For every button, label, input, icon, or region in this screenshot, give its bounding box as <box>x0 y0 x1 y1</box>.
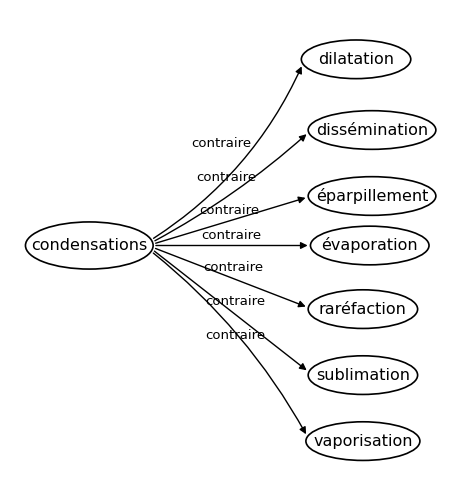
Text: contraire: contraire <box>199 204 259 217</box>
Text: contraire: contraire <box>202 229 262 242</box>
Text: contraire: contraire <box>197 171 257 185</box>
FancyArrowPatch shape <box>153 253 305 433</box>
Text: éparpillement: éparpillement <box>316 188 428 204</box>
FancyArrowPatch shape <box>153 68 301 238</box>
Text: dissémination: dissémination <box>316 123 428 137</box>
Text: dilatation: dilatation <box>318 52 394 67</box>
Text: évaporation: évaporation <box>322 238 418 253</box>
FancyArrowPatch shape <box>154 251 305 369</box>
Text: contraire: contraire <box>203 261 263 274</box>
Text: sublimation: sublimation <box>316 368 410 382</box>
Text: condensations: condensations <box>31 238 147 253</box>
Text: contraire: contraire <box>191 137 251 150</box>
FancyArrowPatch shape <box>156 197 304 243</box>
Text: vaporisation: vaporisation <box>313 434 413 449</box>
Text: contraire: contraire <box>205 295 265 308</box>
FancyArrowPatch shape <box>155 135 305 241</box>
Text: contraire: contraire <box>205 329 265 342</box>
FancyArrowPatch shape <box>156 243 306 248</box>
FancyArrowPatch shape <box>155 248 304 306</box>
Text: raréfaction: raréfaction <box>319 301 407 317</box>
